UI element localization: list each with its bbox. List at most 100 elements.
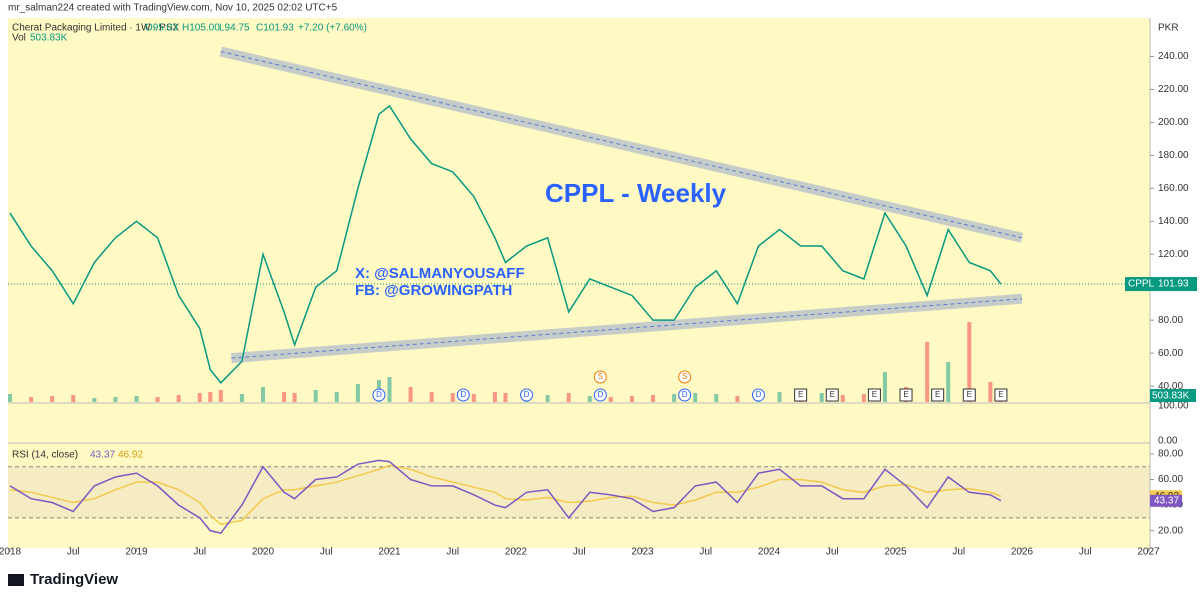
event-label: E (872, 390, 877, 399)
event-label: D (460, 390, 466, 399)
ohlc-value: H105.00 (182, 23, 220, 34)
volume-bar (545, 395, 550, 402)
y-tick-label: 60.00 (1158, 348, 1183, 359)
event-label: D (597, 390, 603, 399)
volume-bar (587, 396, 592, 402)
last-price-label: 101.93 (1158, 279, 1189, 290)
x-tick-label: Jul (446, 547, 459, 558)
symbol-label: CPPL (1128, 279, 1155, 290)
x-tick-label: 2020 (252, 547, 275, 558)
event-label: D (524, 390, 530, 399)
event-marker (899, 388, 913, 402)
volume-bar (218, 390, 223, 402)
volume-last: 503.83K (30, 33, 68, 44)
x-tick-label: Jul (699, 547, 712, 558)
event-marker (962, 388, 976, 402)
volume-bar (492, 392, 497, 402)
y-tick-label: 200.00 (1158, 117, 1189, 128)
rsi-ma-line (9, 464, 1002, 526)
event-marker (593, 388, 607, 402)
event-marker (372, 388, 386, 402)
volume-bar (176, 395, 181, 402)
event-label: E (830, 390, 835, 399)
volume-bar (313, 390, 318, 402)
rsi-tick-label: 60.00 (1158, 474, 1183, 485)
volume-bar (208, 392, 213, 402)
x-tick-label: 2026 (1011, 547, 1034, 558)
event-marker (931, 388, 945, 402)
volume-bar (408, 387, 413, 402)
rsi-ma-value: 46.92 (118, 450, 143, 461)
y-tick-label: 160.00 (1158, 183, 1189, 194)
y-tick-label: 40.00 (1158, 381, 1183, 392)
volume-label-bg (1150, 389, 1196, 402)
volume-bar (946, 362, 951, 402)
volume-bar (629, 396, 634, 402)
volume-bar (29, 397, 34, 402)
y-tick-label: 120.00 (1158, 249, 1189, 260)
brand-logo (8, 574, 24, 586)
volume-bar (882, 372, 887, 402)
event-label: E (998, 390, 1003, 399)
volume-bar (450, 393, 455, 402)
event-marker (678, 370, 692, 384)
event-label: E (903, 390, 908, 399)
rsi-value: 43.37 (90, 450, 115, 461)
brand: TradingView (30, 571, 118, 588)
annotation: CPPL - Weekly (545, 178, 727, 208)
volume-bar (819, 393, 824, 402)
volume-bar (113, 397, 118, 402)
volume-bar (693, 393, 698, 402)
volume-bar (239, 394, 244, 402)
volume-label: 503.83K (1152, 391, 1190, 402)
volume-bar (334, 392, 339, 402)
trendline-center (231, 298, 1023, 359)
rsi-band (8, 466, 1150, 518)
event-marker (794, 388, 808, 402)
volume-tick-label: 0.00 (1158, 436, 1178, 447)
volume-bar (735, 396, 740, 402)
ohlc-value: C101.93 (256, 23, 294, 34)
volume-bar (282, 392, 287, 402)
x-tick-label: 2025 (884, 547, 907, 558)
event-marker (751, 388, 765, 402)
volume-bar (861, 394, 866, 402)
x-tick-label: Jul (1079, 547, 1092, 558)
ohlc-value: L94.75 (219, 23, 250, 34)
volume-bar (651, 395, 656, 402)
event-label: S (598, 372, 603, 381)
header: mr_salman224 created with TradingView.co… (8, 3, 338, 14)
volume-bar (292, 393, 297, 402)
trendline (219, 46, 1024, 243)
volume-tick-label: 100.00 (1158, 401, 1189, 412)
volume-bar (840, 395, 845, 402)
annotation: FB: @GROWINGPATH (355, 282, 512, 299)
volume-bar (8, 394, 12, 402)
event-label: D (756, 390, 762, 399)
volume-bar (566, 393, 571, 402)
volume-bar (471, 394, 476, 402)
y-tick-label: 140.00 (1158, 216, 1189, 227)
rsi-label: 43.37 (1154, 495, 1179, 506)
y-tick-label: 220.00 (1158, 84, 1189, 95)
volume-bar (429, 392, 434, 402)
rsi-line (9, 459, 1002, 535)
event-marker (456, 388, 470, 402)
x-tick-label: Jul (67, 547, 80, 558)
rsi-tick-label: 80.00 (1158, 449, 1183, 460)
event-label: E (967, 390, 972, 399)
volume-bar (777, 392, 782, 402)
y-tick-label: 240.00 (1158, 51, 1189, 62)
x-tick-label: Jul (573, 547, 586, 558)
volume-bar (71, 395, 76, 402)
volume-bar (503, 393, 508, 402)
x-tick-label: 2019 (125, 547, 148, 558)
ohlc-value: +7.20 (+7.60%) (298, 23, 367, 34)
event-marker (593, 370, 607, 384)
x-tick-label: 2018 (0, 547, 22, 558)
event-label: S (682, 372, 687, 381)
volume-bar (355, 384, 360, 402)
x-tick-label: Jul (193, 547, 206, 558)
price-line (9, 104, 1002, 384)
volume-bar (387, 377, 392, 402)
